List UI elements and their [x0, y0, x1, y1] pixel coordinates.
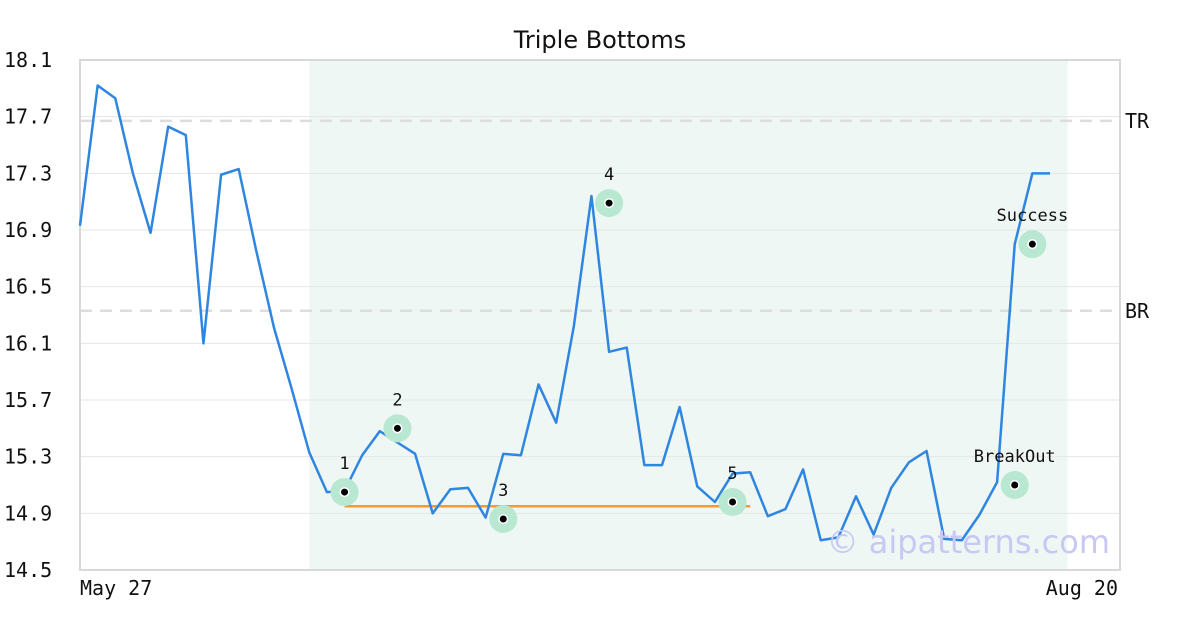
x-axis-ticks: May 27 Aug 20 [80, 576, 1118, 600]
y-axis-ticks: 14.5 14.9 15.3 15.7 16.1 16.5 16.9 17.3 17.7 18.1 [4, 48, 52, 582]
point-label: 3 [498, 481, 508, 501]
reference-lines: TR BR [80, 109, 1150, 323]
point-marker-dot [499, 515, 507, 523]
point-marker-dot [1011, 481, 1019, 489]
y-tick-label: 14.9 [4, 501, 52, 525]
plot-frame [79, 59, 1121, 571]
y-tick-label: 17.3 [4, 161, 52, 185]
pattern-zone [309, 60, 1068, 570]
reference-line-label: TR [1125, 109, 1150, 133]
chart-title: Triple Bottoms [513, 26, 687, 54]
y-tick-label: 16.9 [4, 218, 52, 242]
y-tick-label: 15.7 [4, 388, 52, 412]
y-tick-label: 16.5 [4, 275, 52, 299]
point-label: BreakOut [974, 447, 1056, 467]
pattern-points: 1 2 3 4 5 BreakOut Success [330, 165, 1069, 533]
x-tick-start: May 27 [80, 576, 152, 600]
y-tick-label: 17.7 [4, 105, 52, 129]
point-marker-dot [393, 424, 401, 432]
y-tick-label: 14.5 [4, 558, 52, 582]
point-label: 5 [727, 464, 737, 484]
point-marker-dot [605, 199, 613, 207]
point-label: 1 [339, 454, 349, 474]
point-label: 2 [392, 390, 402, 410]
point-marker-dot [341, 488, 349, 496]
y-tick-label: 15.3 [4, 445, 52, 469]
point-marker-dot [729, 498, 737, 506]
point-label: Success [997, 206, 1069, 226]
price-series-line [78, 84, 1050, 542]
y-tick-label: 16.1 [4, 331, 52, 355]
y-tick-label: 18.1 [4, 48, 52, 72]
x-tick-end: Aug 20 [1046, 576, 1118, 600]
point-label: 4 [604, 165, 614, 185]
watermark: © aipatterns.com [827, 523, 1110, 561]
point-marker-dot [1028, 240, 1036, 248]
reference-line-label: BR [1125, 299, 1150, 323]
